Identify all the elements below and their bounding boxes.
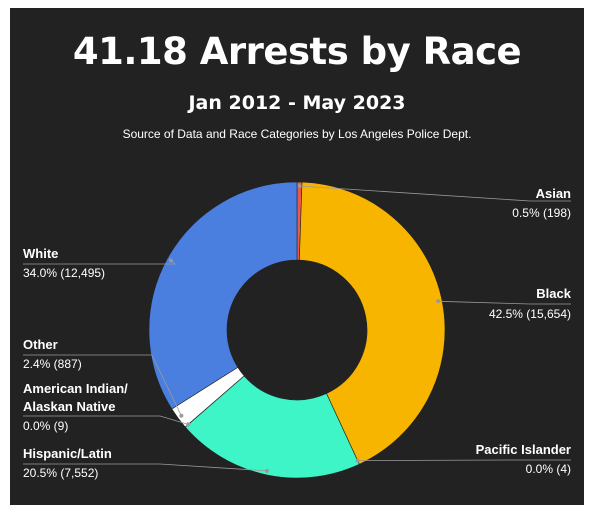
value-other: 2.4% (887)	[23, 357, 82, 371]
chart-subtitle: Jan 2012 - May 2023	[188, 92, 406, 114]
value-asian: 0.5% (198)	[512, 206, 571, 220]
leader-line-asian	[299, 185, 571, 202]
leader-dot-hispanic-latin	[264, 468, 269, 473]
leader-dot-asian	[297, 184, 302, 189]
label-white: White	[23, 246, 58, 261]
donut-slices	[148, 181, 446, 479]
slice-hispanic-latin	[184, 375, 360, 479]
value-white: 34.0% (12,495)	[23, 266, 105, 280]
leader-line-black	[438, 300, 571, 305]
label-hispanic-latin: Hispanic/Latin	[23, 446, 112, 461]
value-hispanic-latin: 20.5% (7,552)	[23, 466, 98, 480]
leader-line-other	[23, 354, 182, 416]
donut-chart: Asian 0.5% (198) Black 42.5% (15,654) Pa…	[23, 181, 572, 480]
label-american-indian-line1: American Indian/	[23, 381, 128, 396]
leader-line-american-indian-alaskan-native	[23, 415, 189, 425]
source-note: Source of Data and Race Categories by Lo…	[122, 127, 472, 141]
leader-dot-pacific-islander	[355, 458, 360, 463]
slice-black	[299, 181, 446, 465]
leader-line-hispanic-latin	[23, 463, 267, 472]
value-pacific-islander: 0.0% (4)	[526, 462, 571, 476]
leader-dot-american-indian-alaskan-native	[186, 422, 191, 427]
slice-white	[148, 181, 298, 410]
label-other: Other	[23, 337, 58, 352]
leader-line-pacific-islander	[357, 459, 571, 462]
value-black: 42.5% (15,654)	[489, 307, 571, 321]
leader-dot-other	[179, 413, 184, 418]
leader-lines	[23, 184, 571, 473]
leader-dot-white	[168, 258, 173, 263]
label-asian: Asian	[536, 186, 571, 201]
chart-card: 41.18 Arrests by Race Jan 2012 - May 202…	[10, 8, 584, 505]
label-american-indian-line2: Alaskan Native	[23, 399, 116, 414]
label-black: Black	[536, 286, 571, 301]
chart-title: 41.18 Arrests by Race	[72, 30, 522, 73]
value-american-indian: 0.0% (9)	[23, 419, 68, 433]
leader-dot-black	[436, 299, 441, 304]
label-pacific-islander: Pacific Islander	[476, 442, 571, 457]
